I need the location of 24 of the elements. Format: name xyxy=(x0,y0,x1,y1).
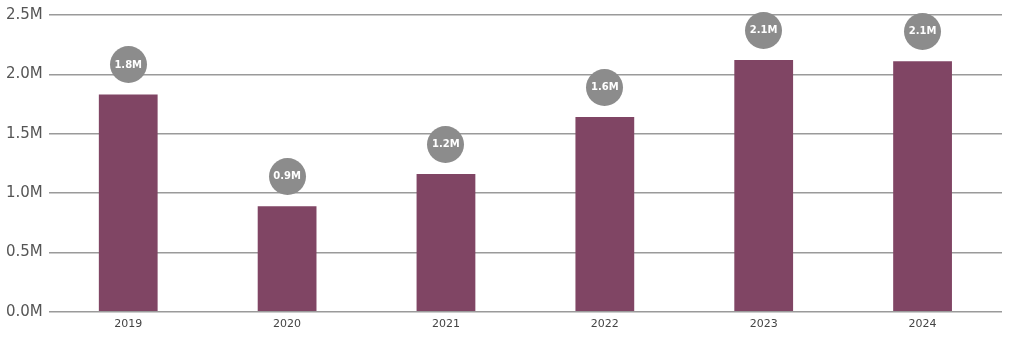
bar xyxy=(893,61,952,312)
data-label: 1.8M xyxy=(113,57,144,72)
y-tick-label: 2.5M xyxy=(6,4,43,23)
bar xyxy=(98,94,158,312)
data-label: 2.1M xyxy=(907,24,938,39)
y-tick-label: 2.0M xyxy=(6,64,43,83)
x-tick-label: 2022 xyxy=(590,317,619,331)
data-label: 1.2M xyxy=(431,137,461,152)
x-tick-label: 2023 xyxy=(749,317,778,331)
x-tick-label: 2019 xyxy=(114,317,143,331)
bar xyxy=(734,60,794,312)
y-tick-label: 1.0M xyxy=(6,182,43,201)
bar xyxy=(416,174,476,312)
y-tick-label: 0.5M xyxy=(6,242,43,261)
x-tick-label: 2021 xyxy=(431,317,460,331)
x-tick-label: 2020 xyxy=(273,317,302,331)
y-tick-label: 0.0M xyxy=(6,301,43,320)
data-label: 0.9M xyxy=(272,169,302,184)
y-tick-label: 1.5M xyxy=(6,123,43,142)
data-label: 1.6M xyxy=(590,80,620,95)
x-tick-label: 2024 xyxy=(908,317,937,331)
bar xyxy=(575,117,635,312)
bar xyxy=(257,206,317,312)
data-label: 2.1M xyxy=(748,23,779,38)
